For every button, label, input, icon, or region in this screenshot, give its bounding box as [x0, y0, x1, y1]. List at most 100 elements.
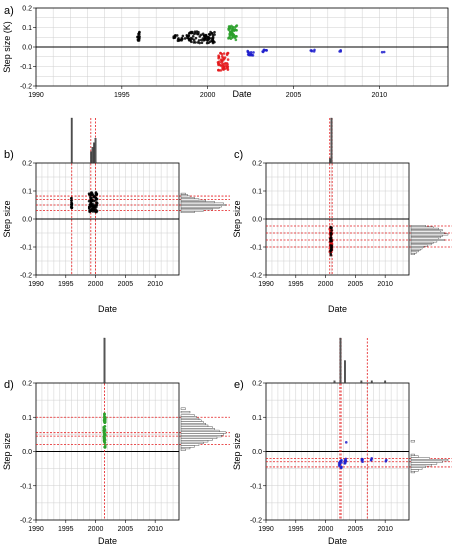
hist-bar: [180, 421, 204, 424]
hist-bar: [410, 455, 419, 458]
point-cluster-6: [261, 48, 268, 54]
data-point: [234, 35, 237, 38]
data-point: [211, 39, 214, 42]
hist-bar: [180, 198, 200, 201]
data-point: [344, 441, 348, 444]
data-point: [310, 49, 313, 52]
data-point: [208, 40, 212, 43]
panel-label: a): [4, 5, 14, 17]
point-cluster-0: [69, 196, 74, 210]
hist-bar: [410, 241, 434, 244]
y-tick-label: 0.2: [22, 381, 32, 388]
data-point: [226, 67, 229, 70]
y-tick-label: -0.2: [20, 84, 32, 91]
y-axis-label: Step size: [2, 433, 12, 470]
x-tick-label: 2010: [377, 526, 393, 533]
panel-c: 1990 1995 2000 2005 2010 -0.2 -0.1 0.0 0.1 0.2 c) D…: [232, 117, 452, 314]
data-point: [137, 38, 141, 41]
hist-bar: [180, 448, 186, 451]
hist-bar: [410, 248, 421, 251]
data-point: [330, 239, 333, 243]
y-tick-label: 0.0: [252, 217, 262, 224]
data-point: [329, 236, 333, 240]
data-point: [194, 32, 197, 35]
hist-bar: [103, 337, 106, 384]
x-tick-label: 1995: [58, 526, 74, 533]
data-point: [330, 232, 333, 235]
right-histogram: [180, 407, 227, 451]
data-point: [70, 199, 73, 202]
hist-bar: [180, 208, 213, 211]
hist-bar: [410, 233, 449, 236]
data-point: [103, 412, 106, 416]
point-cluster-5: [384, 458, 388, 463]
x-axis-label: Date: [328, 536, 347, 546]
point-cluster-2: [185, 30, 216, 45]
y-tick-label: 0.1: [22, 25, 32, 32]
hist-bar: [410, 226, 434, 229]
data-point: [329, 252, 332, 255]
panel-label: c): [234, 149, 243, 161]
y-tick-label: 0.0: [22, 217, 32, 224]
hist-bar: [410, 460, 443, 463]
hist-bar: [410, 239, 445, 241]
data-point: [70, 196, 73, 200]
y-tick-label: 0.2: [22, 161, 32, 168]
data-point: [221, 68, 225, 71]
data-point: [384, 459, 388, 463]
hist-bar: [410, 253, 415, 255]
point-cluster-5: [246, 49, 255, 57]
y-tick-label: -0.1: [250, 483, 262, 490]
data-point: [228, 34, 232, 38]
x-tick-label: 2005: [118, 281, 134, 288]
point-cluster-3: [216, 51, 230, 72]
data-point: [200, 41, 204, 45]
point-cluster-8: [338, 48, 343, 53]
hist-bar: [410, 232, 445, 234]
hist-bar: [410, 227, 439, 230]
x-tick-label: 1990: [28, 281, 44, 288]
data-point: [177, 37, 180, 40]
top-histogram: [333, 337, 387, 384]
x-tick-label: 2010: [377, 281, 393, 288]
data-point: [90, 208, 93, 212]
data-point: [93, 195, 96, 199]
y-axis-label: Step size: [232, 200, 242, 237]
data-point: [330, 245, 333, 249]
data-point: [217, 55, 221, 59]
panel-a: 1990 1995 2000 2005 2010 -0.2 -0.1 0.0 0.1 0.2 a) D…: [2, 5, 449, 99]
x-tick-label: 2000: [88, 281, 104, 288]
hist-bar: [410, 244, 428, 247]
hist-bar: [180, 423, 206, 426]
point-cluster-0: [337, 458, 343, 470]
y-tick-label: -0.1: [20, 483, 32, 490]
data-point: [210, 31, 214, 35]
data-point: [175, 34, 179, 37]
data-point: [252, 51, 255, 54]
data-point: [194, 36, 198, 40]
right-histogram: [410, 225, 449, 255]
data-point: [231, 28, 234, 31]
data-point: [361, 460, 364, 464]
point-cluster-1: [172, 34, 189, 43]
y-tick-label: 0.2: [252, 161, 262, 168]
y-tick-label: 0.0: [22, 449, 32, 456]
hist-bar: [333, 380, 336, 384]
right-histogram: [410, 440, 449, 474]
data-point: [89, 202, 92, 206]
data-point: [138, 31, 141, 34]
point-cluster-4: [227, 24, 239, 42]
data-point: [70, 203, 74, 207]
data-point: [222, 52, 226, 55]
data-point: [224, 61, 227, 65]
data-point: [208, 33, 211, 36]
hist-bar: [180, 417, 200, 421]
data-point: [338, 464, 341, 468]
hist-bar: [180, 436, 218, 439]
hist-bar: [180, 431, 227, 434]
y-tick-label: 0.2: [252, 381, 262, 388]
panel-label: e): [234, 379, 244, 391]
hist-bar: [180, 199, 206, 202]
data-point: [339, 466, 343, 470]
point-cluster-9: [380, 50, 386, 54]
